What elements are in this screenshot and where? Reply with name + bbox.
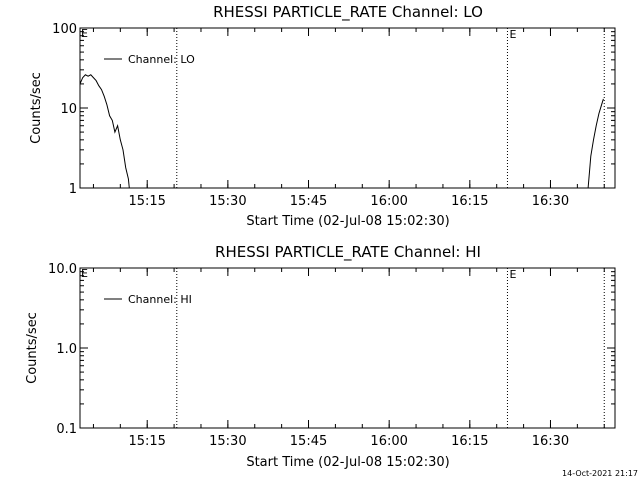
chart-title: RHESSI PARTICLE_RATE Channel: LO	[213, 3, 483, 22]
chart-title: RHESSI PARTICLE_RATE Channel: HI	[215, 243, 481, 262]
x-tick-label: 16:30	[532, 194, 569, 209]
panel-channel-hi: RHESSI PARTICLE_RATE Channel: HI Start T…	[25, 243, 616, 470]
x-axis-label: Start Time (02-Jul-08 15:02:30)	[246, 455, 449, 470]
x-tick-label: 16:00	[370, 434, 407, 449]
legend-label: Channel: HI	[128, 293, 192, 306]
y-axis-label: Counts/sec	[29, 72, 44, 144]
series-line-channel	[79, 74, 130, 189]
x-tick-label: 15:45	[290, 194, 327, 209]
corner-event-label: E	[81, 267, 88, 280]
x-tick-label: 15:45	[290, 434, 327, 449]
x-tick-label: 15:30	[209, 194, 246, 209]
x-tick-label: 16:15	[451, 194, 488, 209]
event-marker-label: E	[509, 268, 516, 281]
y-axis-label: Counts/sec	[25, 312, 40, 384]
y-tick-label: 10.0	[48, 262, 77, 277]
x-tick-label: 16:15	[451, 434, 488, 449]
legend-label: Channel: LO	[128, 53, 195, 66]
event-marker-label: E	[509, 28, 516, 41]
panel-channel-lo: RHESSI PARTICLE_RATE Channel: LO Start T…	[29, 3, 616, 229]
x-tick-label: 16:00	[370, 194, 407, 209]
x-tick-label: 15:15	[128, 194, 165, 209]
y-tick-label: 10	[60, 102, 77, 117]
y-tick-label: 0.1	[56, 422, 77, 437]
plot-frame	[79, 27, 616, 189]
render-timestamp: 14-Oct-2021 21:17	[562, 469, 638, 478]
x-axis-label: Start Time (02-Jul-08 15:02:30)	[246, 214, 449, 229]
y-tick-label: 100	[52, 22, 77, 37]
series-line-channel	[587, 98, 604, 189]
y-tick-label: 1	[69, 182, 77, 197]
x-tick-label: 16:30	[532, 434, 569, 449]
corner-event-label: E	[81, 27, 88, 40]
plot-frame	[79, 267, 616, 429]
x-tick-label: 15:30	[209, 434, 246, 449]
y-tick-label: 1.0	[56, 342, 77, 357]
x-tick-label: 15:15	[128, 434, 165, 449]
